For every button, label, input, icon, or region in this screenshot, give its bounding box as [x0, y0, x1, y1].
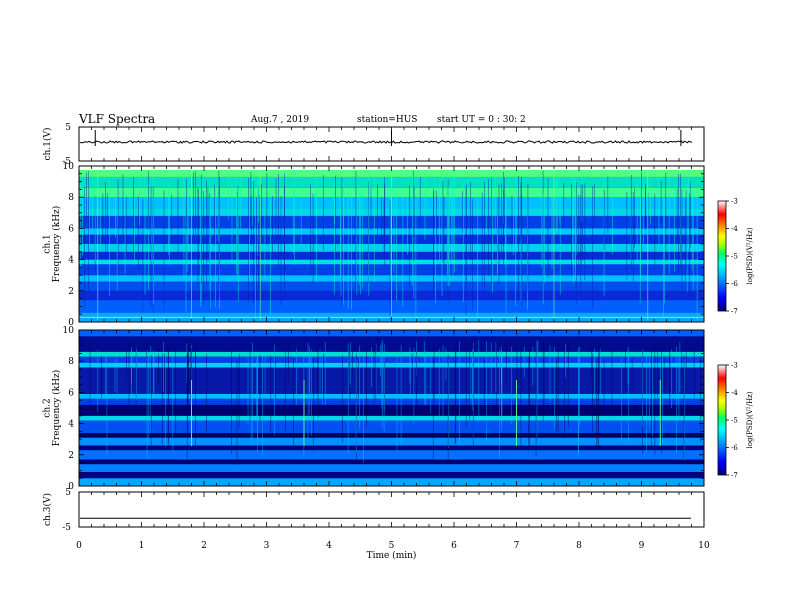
colorbar-tick-label: -6 [731, 444, 738, 452]
y-tick-label: -5 [62, 157, 71, 167]
ch2-spectrogram-image [79, 330, 704, 486]
x-tick-label: 7 [514, 541, 520, 551]
plot-title: VLF Spectra [79, 112, 156, 126]
y-tick-label: 10 [63, 162, 75, 172]
y-tick-label: 8 [68, 193, 74, 203]
x-tick-label: 4 [326, 541, 332, 551]
ch1-waveform-line [79, 140, 693, 144]
colorbar-tick-label: -5 [731, 253, 738, 261]
colorbar-tick-label: -5 [731, 417, 738, 425]
y-tick-label: 8 [68, 357, 74, 367]
y-tick-label: 6 [68, 224, 74, 234]
y-tick-label: 6 [68, 388, 74, 398]
x-tick-label: 9 [639, 541, 645, 551]
colorbar-tick-label: -7 [731, 472, 738, 480]
y-tick-label: -5 [62, 523, 71, 533]
colorbar-label: log(PSD)(V²/Hz) [746, 227, 754, 284]
y-tick-label: 10 [63, 326, 75, 336]
colorbar-tick-label: -7 [731, 308, 738, 316]
x-tick-label: 5 [389, 541, 395, 551]
colorbar-tick-label: -3 [731, 198, 738, 206]
y-tick-label: 0 [68, 482, 74, 492]
y-axis-label: ch.2Frequency (kHz) [42, 370, 62, 447]
x-tick-label: 8 [576, 541, 582, 551]
y-axis-label: ch.3(V) [42, 493, 53, 526]
ch1-spectrogram-image [79, 166, 704, 322]
x-tick-label: 10 [698, 541, 710, 551]
x-tick-label: 6 [451, 541, 457, 551]
y-axis-label: ch.1Frequency (kHz) [42, 206, 62, 283]
x-tick-label: 0 [76, 541, 82, 551]
y-tick-label: 2 [68, 287, 74, 297]
colorbar-tick-label: -6 [731, 280, 738, 288]
y-tick-label: 4 [68, 420, 74, 430]
y-tick-label: 2 [68, 451, 74, 461]
colorbar [717, 200, 727, 312]
y-tick-label: 5 [65, 123, 71, 133]
y-tick-label: 0 [68, 318, 74, 328]
y-axis-label: ch.1(V) [42, 128, 53, 161]
colorbar-tick-label: -4 [731, 389, 738, 397]
panel-frame [78, 491, 705, 528]
x-tick-label: 2 [201, 541, 207, 551]
y-tick-label: 4 [68, 256, 74, 266]
colorbar-tick-label: -3 [731, 362, 738, 370]
start-time-label: start UT = 0 : 30: 2 [437, 115, 526, 125]
colorbar-label: log(PSD)(V²/Hz) [746, 391, 754, 448]
colorbar-tick-label: -4 [731, 225, 738, 233]
x-tick-label: 3 [264, 541, 270, 551]
y-tick-label: 5 [65, 488, 71, 498]
station-label: station=HUS [357, 115, 418, 125]
date-label: Aug.7 , 2019 [251, 115, 310, 125]
colorbar [717, 364, 727, 476]
x-tick-label: 1 [139, 541, 145, 551]
x-axis-label: Time (min) [367, 550, 417, 561]
